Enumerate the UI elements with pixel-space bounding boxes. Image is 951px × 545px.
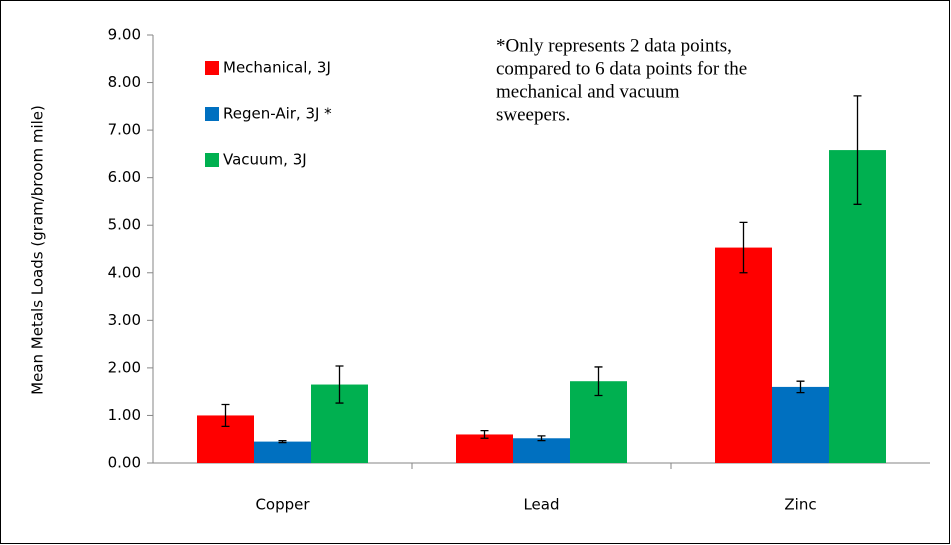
annotation: compared to 6 data points for the [496,58,747,79]
legend-label: Vacuum, 3J [223,151,307,169]
legend-label: Regen-Air, 3J * [223,105,332,123]
y-tick-label: 4.00 [108,263,141,281]
error-bar [739,221,748,274]
bar [456,434,513,463]
y-tick-label: 1.00 [108,406,141,424]
legend-label: Mechanical, 3J [223,59,331,77]
annotation: mechanical and vacuum [496,81,680,102]
error-bar [853,95,862,205]
y-tick-label: 8.00 [108,73,141,91]
legend-swatch [205,107,219,121]
x-tick-label: Zinc [784,496,816,514]
x-tick-label: Copper [255,496,310,514]
error-bar [594,366,603,397]
y-tick-label: 3.00 [108,311,141,329]
y-tick-label: 6.00 [108,168,141,186]
error-bar [796,380,805,394]
bar [772,386,829,463]
y-tick-label: 7.00 [108,121,141,139]
legend-swatch [205,153,219,167]
bar [254,441,311,463]
error-bar [278,439,287,444]
bar [513,438,570,463]
error-bar [221,403,230,428]
y-tick-label: 5.00 [108,216,141,234]
legend-swatch [205,61,219,75]
y-tick-label: 9.00 [108,26,141,44]
y-axis-label: Mean Metals Loads (gram/broom mile) [29,105,47,395]
error-bar [537,435,546,442]
bar [715,247,772,463]
y-tick-label: 0.00 [108,454,141,472]
error-bar [335,365,344,404]
error-bar [480,430,489,439]
x-tick-label: Lead [523,496,559,514]
annotation: *Only represents 2 data points, [496,35,732,56]
annotation: sweepers. [496,104,570,125]
y-tick-label: 2.00 [108,358,141,376]
